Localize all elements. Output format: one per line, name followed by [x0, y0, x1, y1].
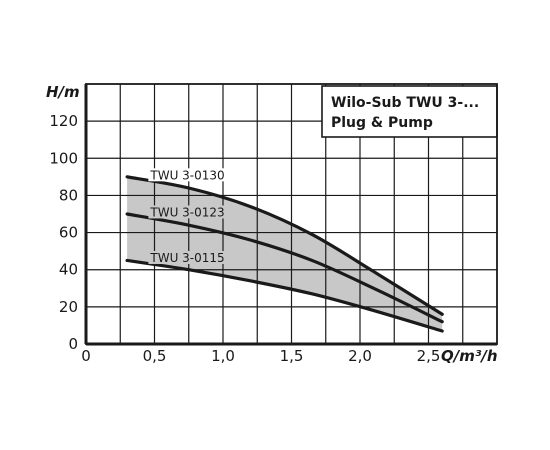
pump-curves: TWU 3-0130 TWU 3-0123 TWU 3-0115	[125, 168, 444, 333]
series-label: TWU 3-0123	[149, 205, 224, 219]
grid	[86, 84, 497, 344]
x-tick-label: 1,5	[280, 347, 304, 365]
y-tick-label: 100	[49, 149, 78, 167]
chart-title-line-2: Plug & Pump	[331, 115, 433, 131]
x-tick-label: 1,0	[211, 347, 235, 365]
series-label: TWU 3-0115	[149, 251, 224, 265]
x-tick-label: 2,5	[417, 347, 441, 365]
chart-title-line-1: Wilo-Sub TWU 3-...	[331, 95, 479, 111]
series-label-bg	[148, 250, 231, 264]
y-axis-ticks: 0 20 40 60 80 100 120	[49, 112, 78, 353]
y-tick-label: 120	[49, 112, 78, 130]
y-tick-label: 80	[59, 186, 78, 204]
x-tick-label: 0	[81, 347, 91, 365]
series-label-bg	[148, 168, 231, 182]
x-axis-title: Q/m³/h	[441, 347, 498, 365]
curve-twu-3-0123	[125, 212, 444, 324]
series-label: TWU 3-0130	[149, 168, 224, 182]
y-tick-label: 0	[68, 335, 78, 353]
y-axis-title: H/m	[46, 83, 80, 101]
x-axis-ticks: 0 0,5 1,0 1,5 2,0 2,5	[81, 347, 440, 365]
title-box	[321, 85, 498, 138]
series-label-bg	[148, 205, 231, 219]
y-tick-label: 60	[59, 224, 78, 242]
plot-frame	[84, 83, 498, 346]
y-tick-label: 40	[59, 261, 78, 279]
y-tick-label: 20	[59, 298, 78, 316]
x-tick-label: 2,0	[348, 347, 372, 365]
curve-twu-3-0115	[125, 258, 444, 333]
curve-twu-3-0130	[125, 175, 444, 316]
x-tick-label: 0,5	[143, 347, 167, 365]
